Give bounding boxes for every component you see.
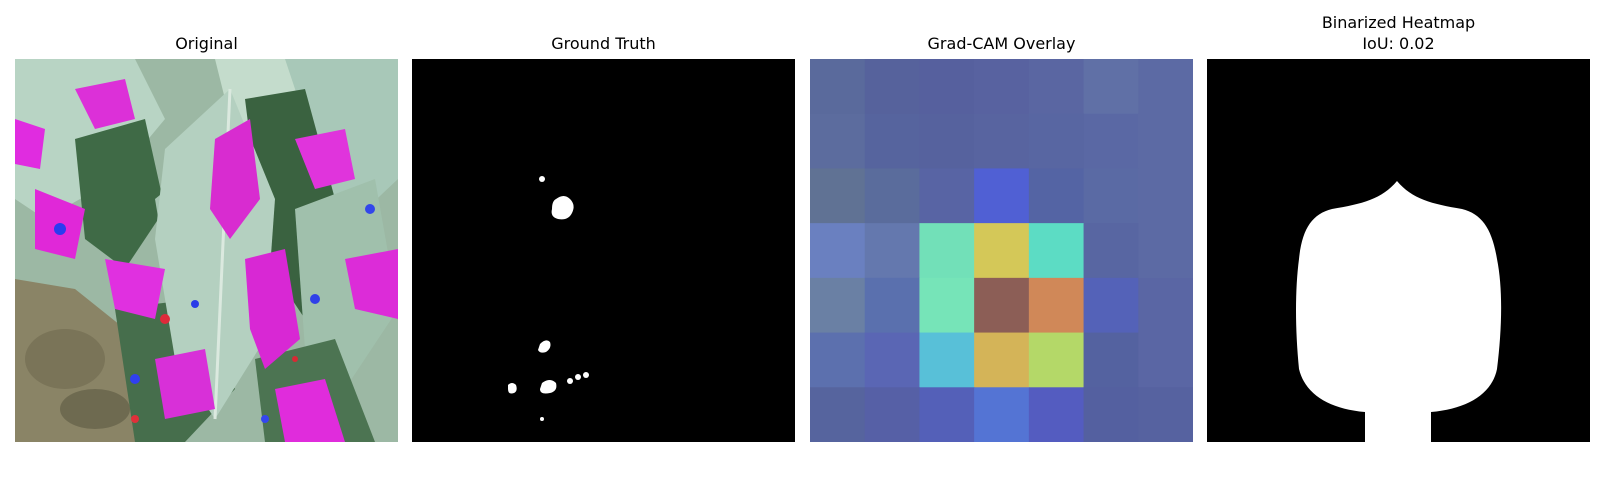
heatmap-cell xyxy=(1138,277,1193,334)
binary-mask-icon xyxy=(1207,59,1590,442)
binarized-mask xyxy=(1207,59,1590,442)
heatmap-cell xyxy=(919,168,975,224)
heatmap-cell xyxy=(919,277,975,334)
heatmap-cell xyxy=(974,387,1030,442)
heatmap-cell xyxy=(1138,168,1193,224)
heatmap-cell xyxy=(974,113,1030,169)
heatmap-cell xyxy=(864,223,920,279)
heatmap-cell xyxy=(1028,113,1085,169)
heatmap-cell xyxy=(1028,59,1085,115)
heatmap-cell xyxy=(1083,113,1139,169)
heatmap-cell xyxy=(919,223,975,279)
heatmap-cell xyxy=(864,277,920,334)
panel-title: Ground Truth xyxy=(551,34,656,53)
heatmap-overlay-icon xyxy=(810,59,1193,442)
heatmap-cell xyxy=(1028,387,1085,442)
heatmap-cell xyxy=(810,223,866,279)
iou-score: IoU: 0.02 xyxy=(1362,34,1435,53)
heatmap-cell xyxy=(974,59,1030,115)
heatmap-cell xyxy=(919,113,975,169)
heatmap-cell xyxy=(1083,223,1139,279)
leaf-photo-icon xyxy=(15,59,398,442)
heatmap-cell xyxy=(1083,168,1139,224)
heatmap-cell xyxy=(810,387,866,442)
original-image xyxy=(15,59,398,442)
panel-title: Original xyxy=(175,34,238,53)
heatmap-cell xyxy=(864,387,920,442)
heatmap-cell xyxy=(1138,113,1193,169)
heatmap-cell xyxy=(810,113,866,169)
heatmap-cell xyxy=(810,332,866,388)
mask-image-icon xyxy=(412,59,795,442)
heatmap-cell xyxy=(1083,332,1139,388)
heatmap-cell xyxy=(919,387,975,442)
heatmap-cell xyxy=(1138,223,1193,279)
heatmap-cell xyxy=(1138,387,1193,442)
heatmap-cell xyxy=(1028,168,1085,224)
heatmap-cell xyxy=(810,59,866,115)
heatmap-cell xyxy=(1028,223,1085,279)
gradcam-overlay xyxy=(810,59,1193,442)
heatmap-cell xyxy=(864,332,920,388)
heatmap-cell xyxy=(1138,332,1193,388)
heatmap-cell xyxy=(1083,387,1139,442)
heatmap-cell xyxy=(864,168,920,224)
heatmap-cell xyxy=(810,168,866,224)
panel-title: Binarized Heatmap xyxy=(1321,13,1476,32)
heatmap-cell xyxy=(974,332,1030,388)
heatmap-cell xyxy=(1138,59,1193,115)
heatmap-cell xyxy=(1028,332,1085,388)
ground-truth-mask xyxy=(412,59,795,442)
heatmap-cell xyxy=(864,113,920,169)
heatmap-cell xyxy=(1083,59,1139,115)
heatmap-cell xyxy=(1028,277,1085,334)
heatmap-cell xyxy=(974,168,1030,224)
heatmap-cell xyxy=(974,223,1030,279)
heatmap-cell xyxy=(864,59,920,115)
heatmap-cell xyxy=(1083,277,1139,334)
heatmap-cell xyxy=(810,277,866,334)
heatmap-cell xyxy=(974,277,1030,334)
heatmap-cell xyxy=(919,59,975,115)
heatmap-cell xyxy=(919,332,975,388)
panel-title: Grad-CAM Overlay xyxy=(927,34,1076,53)
